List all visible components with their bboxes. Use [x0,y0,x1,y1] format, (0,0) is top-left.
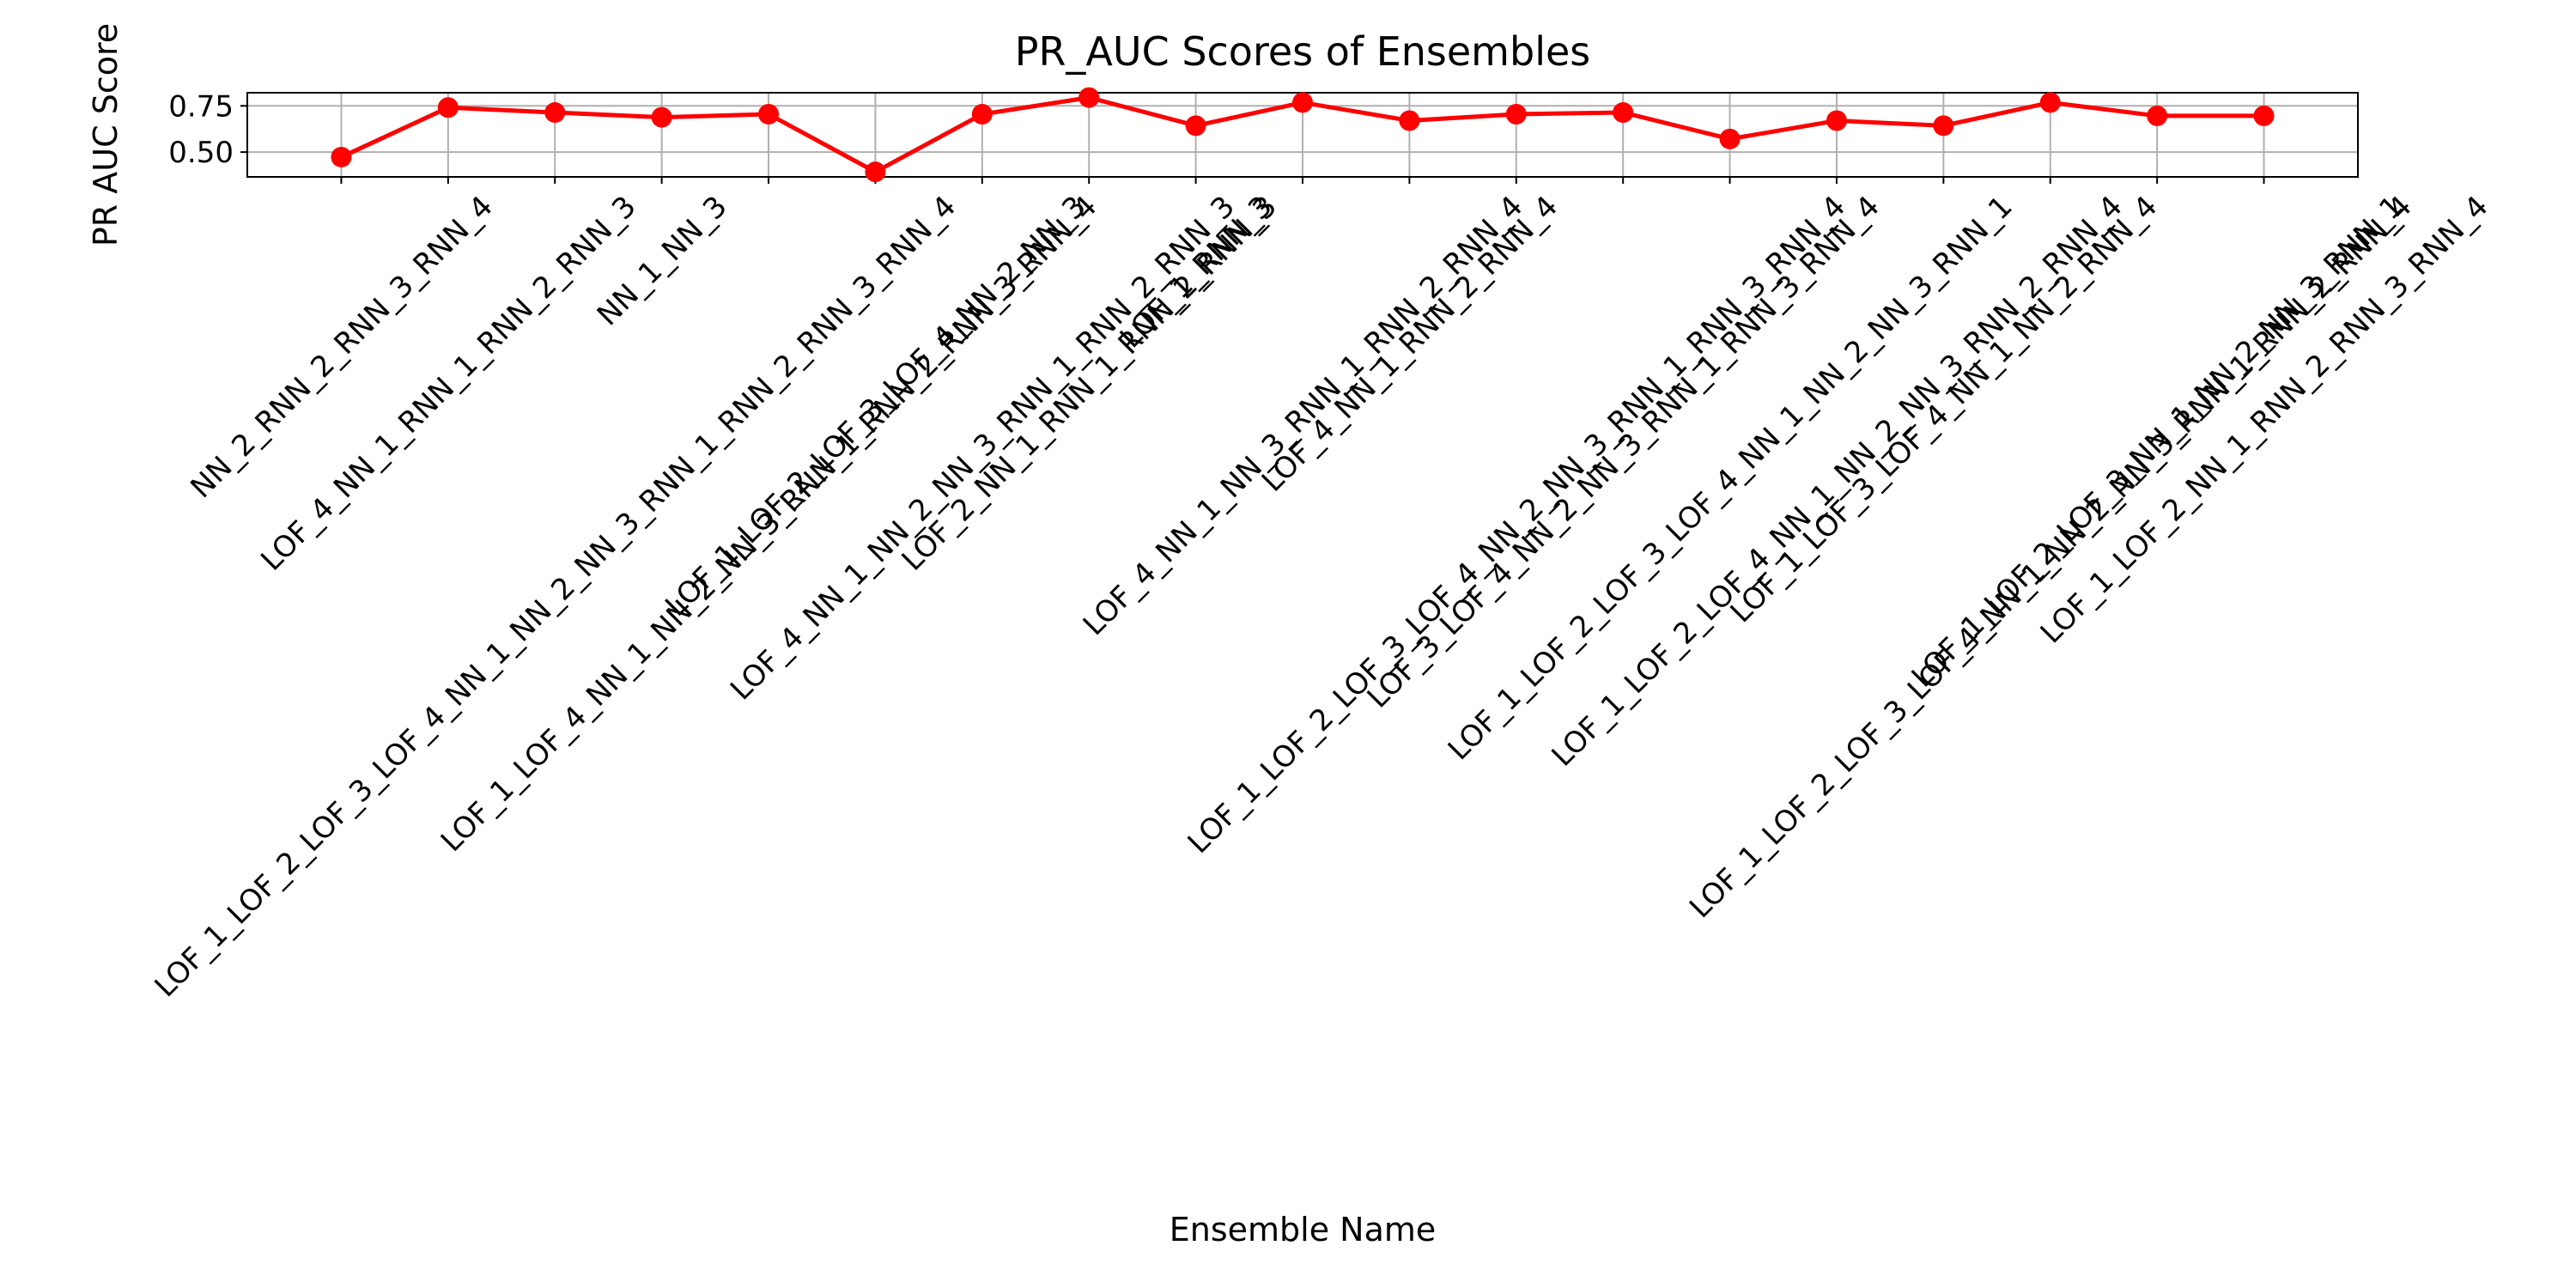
x-tick-label: LOF_4_NN_1_RNN_2_RNN_4 [1255,190,1564,499]
data-point [1719,128,1741,149]
data-point [2253,105,2275,126]
data-point [971,103,993,125]
x-axis-label: Ensemble Name [1170,1211,1437,1249]
data-point [331,146,352,167]
y-tick-label: 0.75 [168,89,234,124]
x-tick-label: LOF_4_NN_1_NN_2_NN_3_RNN_1_RNN_2_RNN_3 [724,190,1242,708]
x-tick-label: LOF_1_LOF_2_LOF_4_NN_1_NN_2_NN_3_RNN_2_R… [1546,190,2129,774]
x-tick-label: NN_2_RNN_2_RNN_3_RNN_4 [184,190,500,506]
x-tick-label: LOF_1_LOF_2_LOF_3_LOF_4_NN_2_NN_3_RNN_1_… [1182,190,1852,860]
data-point [2147,105,2168,126]
data-point [651,106,672,128]
data-point [544,102,566,124]
data-point [1613,102,1634,124]
data-point [1078,87,1100,108]
y-axis-label: PR AUC Score [87,23,125,246]
data-point [1185,115,1206,137]
data-point [2039,92,2061,113]
data-point [1292,92,1313,113]
data-point [1505,103,1527,125]
data-point [1399,110,1420,131]
data-point [1826,110,1847,131]
data-point [865,161,886,183]
data-point [437,97,459,118]
data-point [758,103,780,125]
chart-title: PR_AUC Scores of Ensembles [1015,28,1591,75]
y-tick-label: 0.50 [168,136,234,170]
x-tick-label: LOF_1_LOF_2_LOF_3_NN_1_NN_2_NN_3_RNN_1 [1905,190,2410,695]
data-point [1933,115,1954,137]
